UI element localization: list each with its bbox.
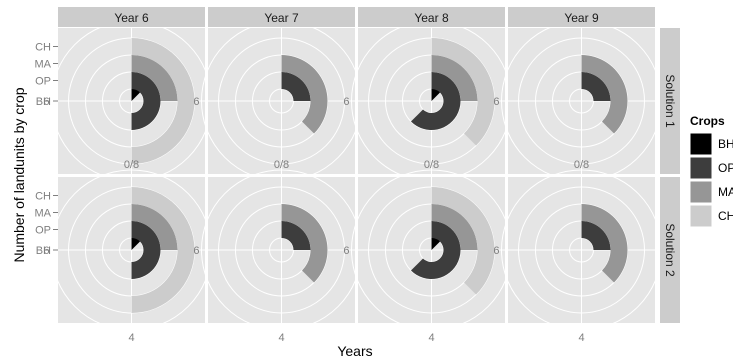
y-tick-label: BH bbox=[36, 96, 51, 108]
bar-ma bbox=[131, 55, 178, 101]
legend-title: Crops bbox=[690, 114, 725, 128]
strip-col-3 bbox=[358, 7, 505, 27]
strip-col-2 bbox=[208, 7, 355, 27]
angle-tick-label: 4 bbox=[128, 332, 134, 344]
bar-ch bbox=[431, 187, 495, 295]
legend-label: BH bbox=[718, 137, 733, 151]
strip-row-2 bbox=[660, 177, 680, 323]
angle-tick-label: 4 bbox=[578, 332, 584, 344]
legend-swatch bbox=[689, 204, 713, 228]
y-tick-label: BH bbox=[36, 245, 51, 257]
angle-tick-label: 6 bbox=[493, 96, 499, 108]
strip-row-1 bbox=[660, 28, 680, 174]
panels-layer: 0/82460/82460/82460/82460/82460/82460/82… bbox=[35, 10, 670, 344]
panel: 0/8246 bbox=[493, 10, 669, 195]
angle-tick-label: 6 bbox=[43, 96, 49, 108]
legend: Crops BH OP MA CH bbox=[689, 114, 733, 228]
angle-tick-label: 4 bbox=[278, 332, 284, 344]
bar-ma bbox=[431, 204, 478, 250]
axes-layer: Years Number of landunits by crop bbox=[11, 87, 373, 359]
bar-ch bbox=[131, 187, 195, 313]
legend-swatch bbox=[689, 156, 713, 180]
strip-col-label: Year 8 bbox=[414, 11, 449, 25]
strip-col-label: Year 7 bbox=[264, 11, 299, 25]
legend-label: CH bbox=[718, 209, 733, 223]
strip-row-label: Solution 2 bbox=[663, 223, 677, 277]
legend-swatch bbox=[689, 180, 713, 204]
bar-op bbox=[281, 221, 311, 250]
y-axis-title: Number of landunits by crop bbox=[11, 87, 27, 262]
strip-col-label: Year 6 bbox=[114, 11, 149, 25]
bar-op bbox=[581, 221, 611, 250]
angle-tick-label: 0/8 bbox=[424, 159, 439, 171]
bar-ma bbox=[581, 204, 628, 283]
y-tick-label: CH bbox=[35, 191, 51, 203]
strips-layer: Year 6 Year 7 Year 8 Year 9 Solution 1 Soluti… bbox=[58, 7, 680, 323]
angle-tick-label: 6 bbox=[43, 245, 49, 257]
angle-tick-label: 0/8 bbox=[274, 159, 289, 171]
panel: 0/8246 bbox=[343, 159, 519, 344]
panel: 0/8246 bbox=[43, 159, 219, 344]
bar-op bbox=[131, 72, 161, 130]
y-tick-label: OP bbox=[35, 225, 51, 237]
bar-op bbox=[131, 221, 161, 279]
angle-tick-label: 6 bbox=[343, 245, 349, 257]
legend-label: OP bbox=[718, 161, 733, 175]
strip-col-1 bbox=[58, 7, 205, 27]
panel: 0/8246 bbox=[43, 10, 219, 195]
panel: 0/8246 bbox=[493, 159, 669, 344]
legend-swatch bbox=[689, 132, 713, 156]
bar-op bbox=[581, 72, 611, 101]
angle-tick-label: 6 bbox=[493, 245, 499, 257]
strip-row-label: Solution 1 bbox=[663, 74, 677, 128]
panel: 0/8246 bbox=[193, 159, 369, 344]
legend-label: MA bbox=[718, 185, 733, 199]
strip-col-label: Year 9 bbox=[564, 11, 599, 25]
bar-op bbox=[410, 221, 461, 279]
bar-ma bbox=[431, 55, 478, 101]
angle-tick-label: 0/8 bbox=[574, 159, 589, 171]
angle-tick-label: 6 bbox=[193, 96, 199, 108]
angle-tick-label: 6 bbox=[193, 245, 199, 257]
strip-col-4 bbox=[508, 7, 655, 27]
y-tick-label: MA bbox=[35, 59, 52, 71]
bar-op bbox=[410, 72, 461, 130]
y-tick-label: MA bbox=[35, 208, 52, 220]
bar-ma bbox=[131, 204, 178, 250]
bar-ma bbox=[581, 55, 628, 134]
bar-ma bbox=[281, 55, 328, 134]
x-axis-title: Years bbox=[337, 343, 372, 359]
bar-ch bbox=[431, 38, 495, 146]
y-tick-label: CH bbox=[35, 42, 51, 54]
panel: 0/8246 bbox=[343, 10, 519, 195]
bar-op bbox=[281, 72, 311, 101]
bar-ma bbox=[281, 204, 328, 283]
bar-ch bbox=[131, 38, 195, 164]
angle-tick-label: 4 bbox=[428, 332, 434, 344]
angle-tick-label: 0/8 bbox=[124, 159, 139, 171]
y-tick-label: OP bbox=[35, 76, 51, 88]
angle-tick-label: 6 bbox=[343, 96, 349, 108]
